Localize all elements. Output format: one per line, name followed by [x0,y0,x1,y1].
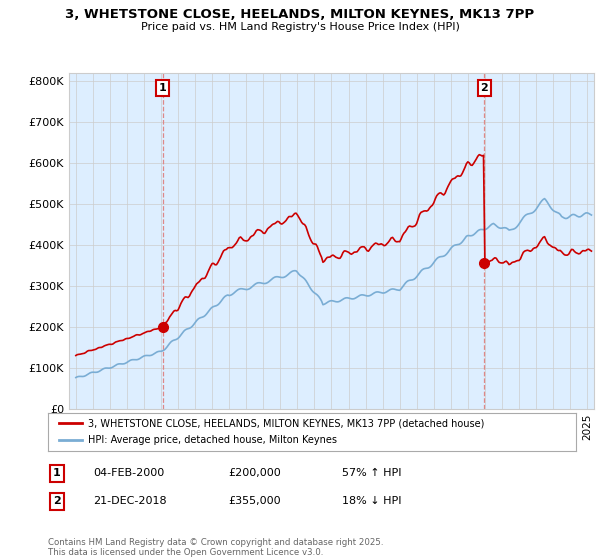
Text: Contains HM Land Registry data © Crown copyright and database right 2025.
This d: Contains HM Land Registry data © Crown c… [48,538,383,557]
Text: £355,000: £355,000 [228,496,281,506]
Text: 2: 2 [481,83,488,93]
Text: 3, WHETSTONE CLOSE, HEELANDS, MILTON KEYNES, MK13 7PP: 3, WHETSTONE CLOSE, HEELANDS, MILTON KEY… [65,8,535,21]
Text: 3, WHETSTONE CLOSE, HEELANDS, MILTON KEYNES, MK13 7PP (detached house): 3, WHETSTONE CLOSE, HEELANDS, MILTON KEY… [88,418,484,428]
Text: 57% ↑ HPI: 57% ↑ HPI [342,468,401,478]
Text: 21-DEC-2018: 21-DEC-2018 [93,496,167,506]
Text: 1: 1 [159,83,166,93]
Text: 04-FEB-2000: 04-FEB-2000 [93,468,164,478]
Text: 18% ↓ HPI: 18% ↓ HPI [342,496,401,506]
Text: Price paid vs. HM Land Registry's House Price Index (HPI): Price paid vs. HM Land Registry's House … [140,22,460,32]
Text: 2: 2 [53,496,61,506]
Text: 1: 1 [53,468,61,478]
Text: HPI: Average price, detached house, Milton Keynes: HPI: Average price, detached house, Milt… [88,435,337,445]
Text: £200,000: £200,000 [228,468,281,478]
